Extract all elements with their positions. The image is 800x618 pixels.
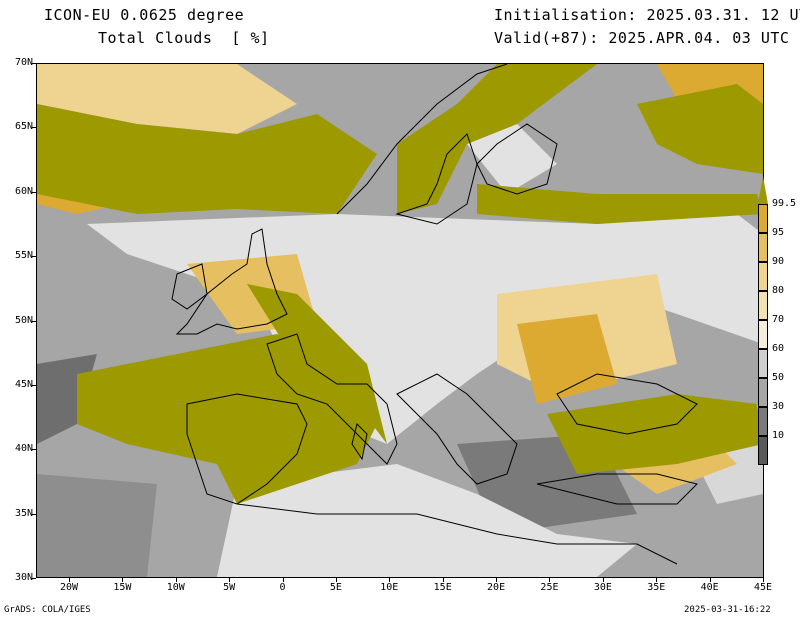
lon-tick-label: 5W	[223, 582, 236, 593]
colorbar-swatch	[758, 262, 768, 291]
field-title: Total Clouds [ %]	[98, 29, 270, 47]
lat-tick-label: 35N	[14, 507, 33, 519]
high-cloud-area	[517, 314, 617, 404]
mid-cloud-area	[37, 64, 297, 134]
init-time: Initialisation: 2025.03.31. 12 UTC	[494, 6, 800, 24]
coastline-iberia	[186, 393, 308, 505]
overcast-band-alps	[247, 284, 387, 444]
lon-tick-mark	[122, 578, 124, 582]
lon-tick-label: 20W	[59, 582, 79, 593]
overcast-area-black-sea	[547, 394, 763, 474]
overcast-area-scandinavia	[397, 64, 597, 214]
lon-tick-mark	[709, 578, 711, 582]
overcast-area-north-atlantic	[37, 104, 377, 214]
overcast-area-northeast	[637, 84, 763, 174]
footer-credit: GrADS: COLA/IGES	[4, 605, 91, 615]
colorbar-label: 50	[772, 372, 785, 383]
lat-tick-mark	[32, 578, 36, 579]
colorbar-swatch	[758, 320, 768, 349]
map-canvas	[37, 64, 763, 577]
colorbar-label: 60	[772, 343, 785, 354]
lon-tick-mark	[763, 578, 764, 582]
lon-tick-label: 15W	[113, 582, 132, 593]
coastline-finland	[476, 123, 558, 195]
colorbar-label: 70	[772, 314, 785, 325]
coastline-north-africa	[236, 503, 678, 565]
lat-tick-label: 40N	[14, 443, 33, 455]
lat-tick-mark	[32, 513, 36, 515]
colorbar-swatch	[758, 204, 768, 233]
lon-tick-label: 15E	[433, 582, 452, 593]
coastline-sweden	[395, 133, 478, 225]
lon-tick-mark	[549, 578, 551, 582]
lat-tick-label: 70N	[14, 57, 33, 68]
colorbar-swatch	[758, 349, 768, 378]
lat-tick-mark	[32, 191, 36, 193]
coastline-black-sea	[556, 373, 698, 435]
clear-area-mediterranean	[217, 464, 637, 577]
coastlines	[171, 64, 698, 565]
lon-tick-mark	[335, 578, 337, 582]
lon-tick-label: 30E	[593, 582, 612, 593]
lat-tick-label: 55N	[14, 250, 33, 262]
lat-tick-mark	[32, 384, 36, 386]
model-title: ICON-EU 0.0625 degree	[44, 6, 245, 24]
dark-cloud-patch	[37, 474, 157, 577]
lon-tick-mark	[389, 578, 391, 582]
lat-tick-mark	[32, 63, 36, 64]
lon-tick-mark	[442, 578, 444, 582]
colorbar-swatch	[758, 233, 768, 262]
coastline-great-britain	[175, 228, 288, 335]
lat-tick-label: 45N	[14, 378, 33, 390]
lat-tick-label: 65N	[14, 121, 33, 133]
lon-tick-mark	[69, 578, 70, 582]
lat-tick-mark	[32, 320, 36, 322]
footer-timestamp: 2025-03-31-16:22	[684, 605, 771, 615]
lon-tick-label: 35E	[647, 582, 666, 593]
cloud-cover-map	[36, 63, 764, 578]
overcast-band-baltic	[477, 184, 763, 224]
coastline-corsica-sardinia	[351, 423, 368, 461]
lon-tick-label: 0	[279, 582, 286, 593]
lon-tick-mark	[229, 578, 231, 582]
lon-tick-label: 10E	[380, 582, 399, 593]
clear-area-baltic	[467, 124, 557, 194]
lon-tick-label: 40E	[700, 582, 719, 593]
colorbar-label: 99.5	[772, 198, 797, 209]
colorbar-label: 80	[772, 285, 785, 296]
lon-tick-label: 25E	[540, 582, 559, 593]
lon-tick-label: 45E	[753, 582, 773, 593]
lon-tick-mark	[282, 578, 284, 582]
lon-tick-mark	[656, 578, 658, 582]
lon-tick-mark	[602, 578, 604, 582]
lon-tick-label: 20E	[487, 582, 506, 593]
colorbar-label: 95	[772, 227, 785, 238]
coastline-balkans	[396, 373, 518, 485]
overcast-area-iberia	[77, 334, 377, 504]
colorbar-swatch	[758, 378, 768, 407]
lat-tick-label: 30N	[14, 572, 33, 583]
lon-tick-mark	[496, 578, 498, 582]
colorbar-swatch	[758, 436, 768, 465]
colorbar-top-arrow	[758, 176, 768, 204]
valid-time: Valid(+87): 2025.APR.04. 03 UTC	[494, 29, 790, 47]
lat-tick-label: 60N	[14, 185, 33, 197]
lat-tick-mark	[32, 127, 36, 129]
coastline-france-italy	[266, 333, 398, 465]
colorbar-label: 10	[772, 430, 785, 441]
colorbar-label: 30	[772, 401, 785, 412]
lon-tick-mark	[175, 578, 177, 582]
coastline-anatolia	[536, 473, 698, 505]
lat-tick-mark	[32, 449, 36, 451]
lat-tick-mark	[32, 256, 36, 258]
colorbar-label: 90	[772, 256, 785, 267]
colorbar-swatch	[758, 407, 768, 436]
coastline-norway	[336, 64, 508, 215]
lon-tick-label: 10W	[166, 582, 185, 593]
coastline-ireland	[171, 263, 208, 310]
colorbar-swatch	[758, 291, 768, 320]
lat-tick-label: 50N	[14, 314, 33, 326]
lon-tick-label: 5E	[329, 582, 342, 593]
